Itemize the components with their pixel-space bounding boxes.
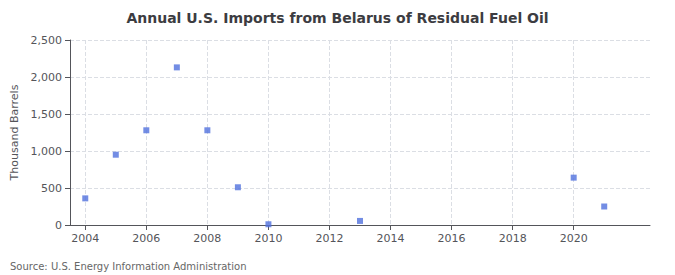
- svg-text:2014: 2014: [377, 232, 405, 245]
- svg-text:0: 0: [55, 219, 62, 232]
- svg-text:2,500: 2,500: [31, 34, 63, 47]
- svg-text:Annual U.S. Imports from Belar: Annual U.S. Imports from Belarus of Resi…: [126, 10, 548, 26]
- svg-text:2008: 2008: [193, 232, 221, 245]
- svg-text:2006: 2006: [132, 232, 160, 245]
- svg-text:2018: 2018: [499, 232, 527, 245]
- svg-text:Source: U.S. Energy Informatio: Source: U.S. Energy Information Administ…: [10, 261, 247, 272]
- svg-text:1,500: 1,500: [31, 108, 63, 121]
- svg-text:Thousand Barrels: Thousand Barrels: [8, 84, 21, 181]
- svg-text:2004: 2004: [71, 232, 99, 245]
- svg-text:1,000: 1,000: [31, 145, 63, 158]
- svg-text:2,000: 2,000: [31, 71, 63, 84]
- svg-text:2020: 2020: [560, 232, 588, 245]
- svg-text:500: 500: [41, 182, 62, 195]
- svg-text:2010: 2010: [254, 232, 282, 245]
- svg-text:2012: 2012: [315, 232, 343, 245]
- svg-text:2016: 2016: [438, 232, 466, 245]
